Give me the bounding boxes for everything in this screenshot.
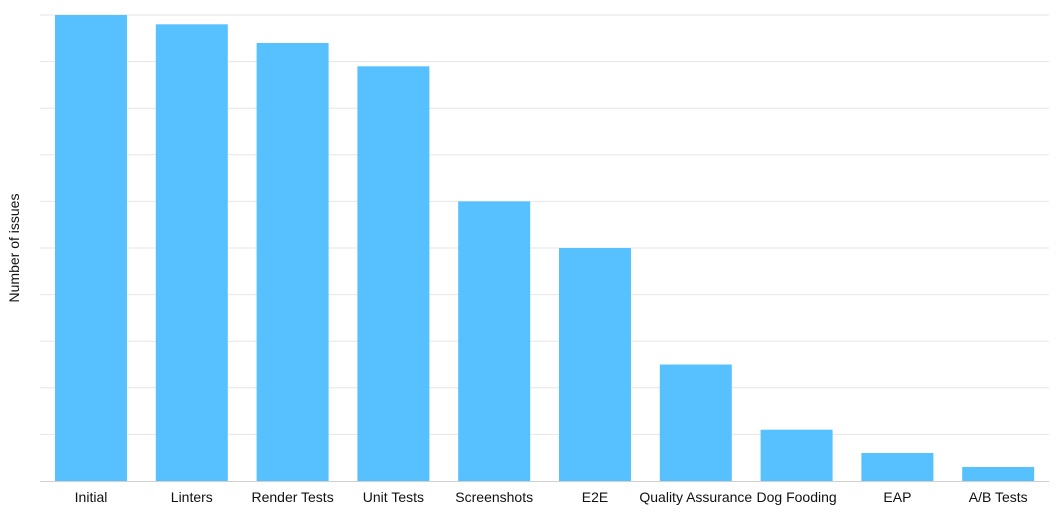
bar (962, 467, 1035, 481)
x-tick-label: Render Tests (251, 489, 333, 505)
x-tick-label: Quality Assurance (639, 489, 752, 505)
x-tick-label: EAP (883, 489, 911, 505)
x-tick-label: Initial (75, 489, 108, 505)
bar (458, 201, 531, 481)
x-tick-labels: Initial Linters Render Tests Unit Tests Scre… (75, 489, 1028, 505)
bars (55, 15, 1035, 482)
bar (861, 453, 934, 481)
y-axis-title: Number of issues (6, 194, 22, 303)
bar (659, 364, 732, 481)
bar (760, 429, 833, 481)
bar (559, 248, 631, 481)
bar (155, 24, 228, 482)
bar (357, 66, 430, 482)
x-tick-label: Unit Tests (363, 489, 424, 505)
x-tick-label: Dog Fooding (757, 489, 837, 505)
x-tick-label: Linters (171, 489, 213, 505)
x-tick-label: Screenshots (455, 489, 533, 505)
bar (55, 15, 127, 481)
bar (256, 43, 329, 481)
x-tick-label: A/B Tests (969, 489, 1028, 505)
x-tick-label: E2E (582, 489, 608, 505)
